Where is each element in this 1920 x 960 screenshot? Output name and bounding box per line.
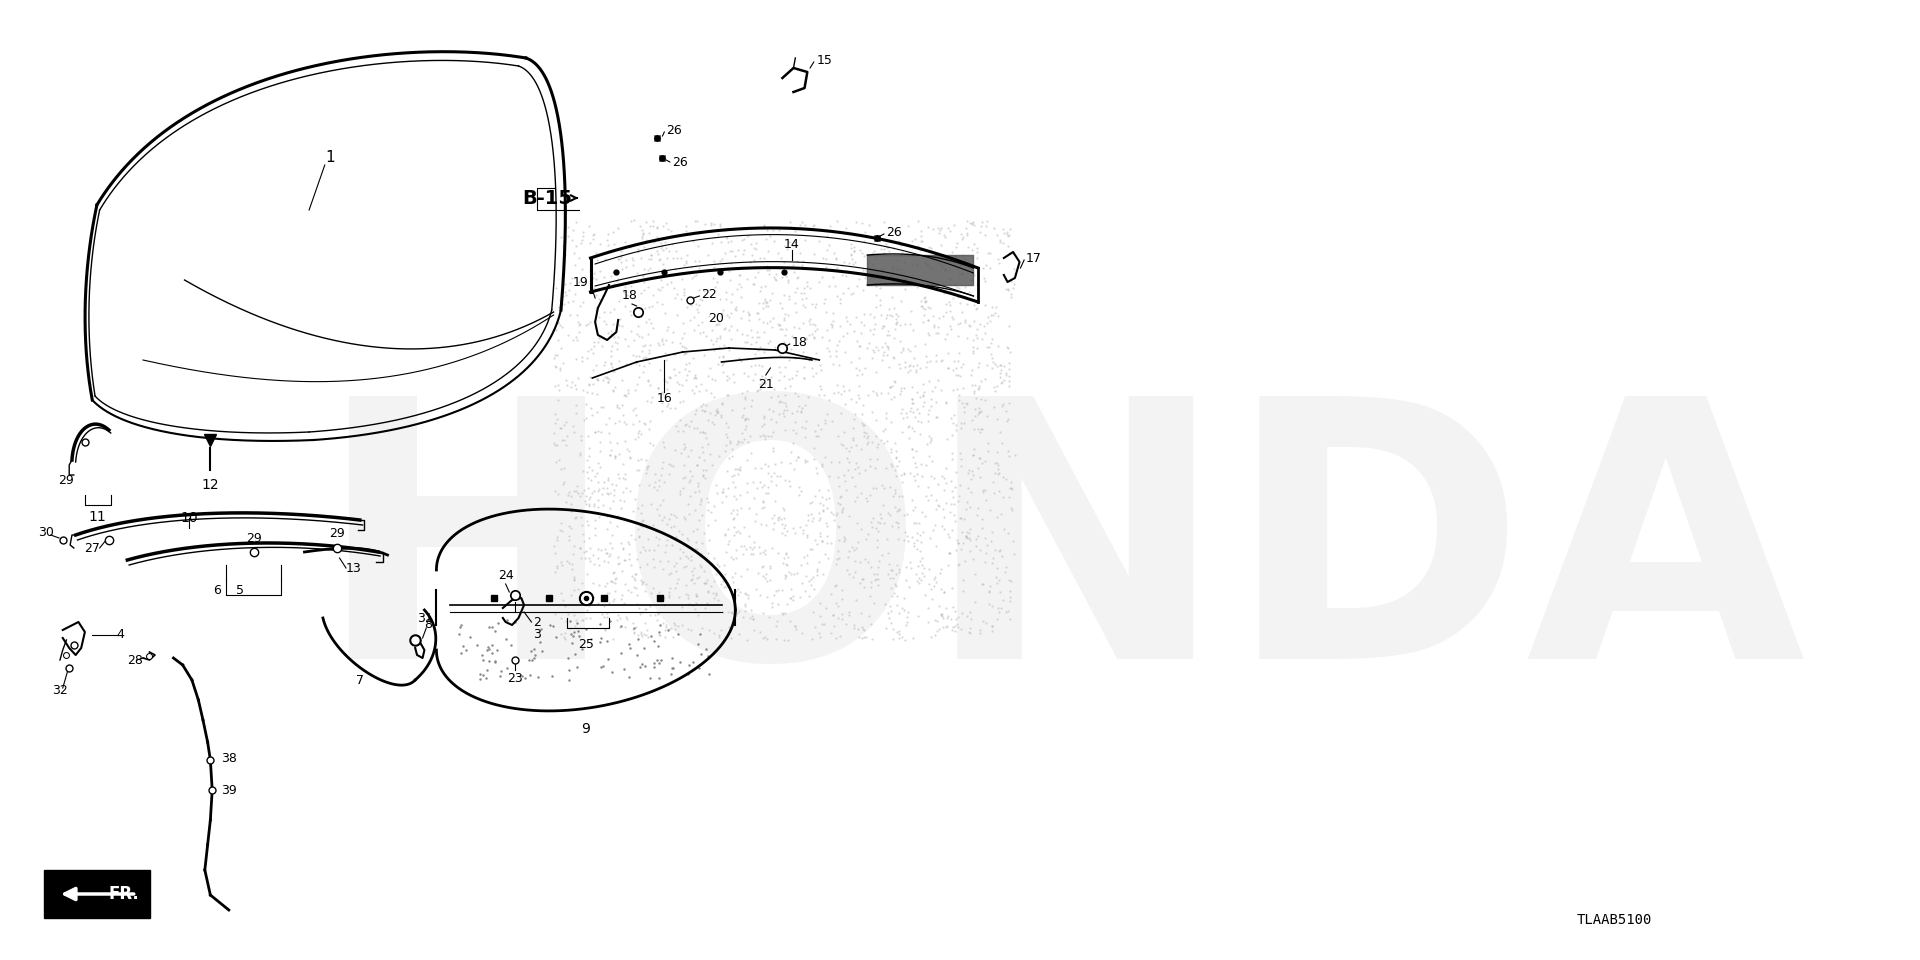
Text: TLAAB5100: TLAAB5100 — [1576, 913, 1653, 927]
Text: FR.: FR. — [109, 885, 140, 903]
Text: 18: 18 — [791, 335, 808, 348]
Text: 16: 16 — [657, 392, 672, 404]
Text: 9: 9 — [582, 722, 589, 736]
Text: 7: 7 — [355, 674, 363, 686]
Text: 4: 4 — [115, 629, 125, 641]
Text: 20: 20 — [708, 311, 724, 324]
Text: 15: 15 — [816, 54, 833, 66]
Text: 26: 26 — [666, 124, 682, 136]
Text: 21: 21 — [758, 378, 774, 391]
Text: 32: 32 — [52, 684, 67, 697]
Text: HONDA: HONDA — [315, 386, 1807, 734]
Text: 30: 30 — [38, 525, 54, 539]
Text: 25: 25 — [578, 638, 593, 651]
Text: B-15: B-15 — [522, 188, 572, 207]
Text: 38: 38 — [221, 752, 238, 764]
Text: 13: 13 — [346, 562, 361, 574]
Text: 31: 31 — [417, 612, 432, 625]
Text: 24: 24 — [497, 569, 513, 582]
Text: 29: 29 — [246, 532, 261, 545]
Text: 29: 29 — [58, 473, 75, 487]
Text: 12: 12 — [202, 478, 219, 492]
Text: 39: 39 — [221, 783, 238, 797]
Text: 22: 22 — [701, 289, 716, 301]
Text: 1: 1 — [326, 151, 336, 165]
Text: 26: 26 — [672, 156, 687, 169]
Text: 17: 17 — [1025, 252, 1043, 265]
Text: 8: 8 — [424, 618, 432, 632]
Text: 27: 27 — [84, 541, 100, 555]
Text: 2: 2 — [534, 615, 541, 629]
Text: 5: 5 — [236, 584, 244, 596]
Bar — [44, 870, 150, 918]
Text: 10: 10 — [180, 511, 198, 525]
Text: 29: 29 — [328, 527, 346, 540]
Text: 26: 26 — [885, 226, 902, 238]
Text: 3: 3 — [534, 629, 541, 641]
Text: 19: 19 — [572, 276, 589, 289]
Text: 14: 14 — [783, 238, 799, 252]
Text: 28: 28 — [127, 654, 142, 666]
Text: 11: 11 — [88, 510, 106, 524]
Text: 18: 18 — [622, 289, 637, 302]
Text: 6: 6 — [213, 584, 221, 596]
Text: 23: 23 — [507, 672, 522, 685]
